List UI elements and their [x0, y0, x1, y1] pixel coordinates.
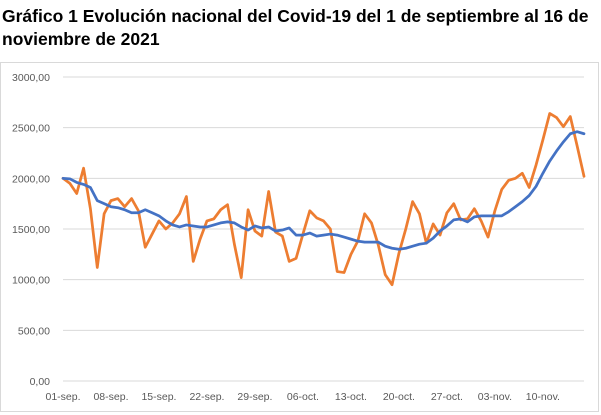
y-tick-label: 3000,00	[12, 72, 50, 84]
y-tick-label: 2000,00	[12, 173, 50, 185]
x-tick-label: 10-nov.	[526, 391, 560, 403]
y-tick-label: 1500,00	[12, 224, 50, 236]
x-tick-label: 22-sep.	[189, 391, 224, 403]
x-axis-tick-labels: 01-sep. 08-sep. 15-sep. 22-sep. 29-sep. 06-oc…	[45, 391, 560, 403]
x-tick-label: 15-sep.	[141, 391, 176, 403]
y-tick-label: 2500,00	[12, 123, 50, 135]
series-line-2	[61, 130, 586, 251]
x-tick-label: 01-sep.	[45, 391, 80, 403]
series-lines	[61, 112, 586, 287]
x-tick-label: 08-sep.	[93, 391, 128, 403]
y-axis-tick-labels: 0,00 500,00 1000,00 1500,00 2000,00 2500,00 30…	[12, 72, 50, 388]
x-tick-label: 03-nov.	[478, 391, 512, 403]
gridlines	[63, 76, 584, 331]
x-tick-label: 27-oct.	[431, 391, 463, 403]
x-tick-label: 13-oct.	[335, 391, 367, 403]
y-tick-label: 1000,00	[12, 275, 50, 287]
series-line-1	[61, 112, 586, 287]
x-tick-label: 06-oct.	[287, 391, 319, 403]
x-tick-label: 29-sep.	[237, 391, 272, 403]
y-tick-label: 0,00	[30, 376, 51, 388]
x-tick-label: 20-oct.	[383, 391, 415, 403]
chart-title: Gráfico 1 Evolución nacional del Covid-1…	[2, 6, 589, 49]
y-tick-label: 500,00	[18, 325, 50, 337]
